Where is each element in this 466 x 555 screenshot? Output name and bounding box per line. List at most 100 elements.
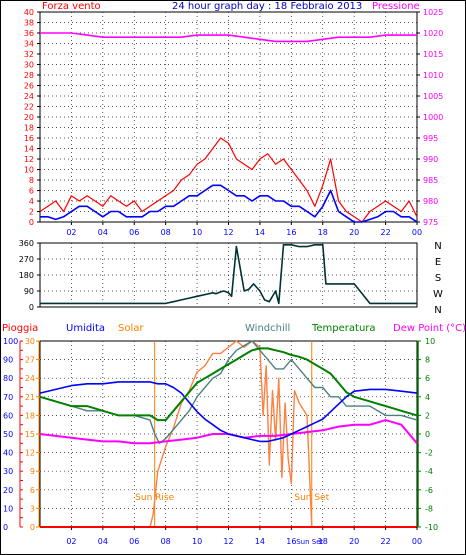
solar-y-tick-label: 15 <box>25 430 35 439</box>
solar-axis-title: Solar <box>118 323 144 334</box>
solar-y-tick-label: 21 <box>25 393 35 402</box>
wind-y-tick-label: 36 <box>24 29 34 38</box>
humidity-y-tick-label: 100 <box>3 337 18 346</box>
wind-y-tick-label: 0 <box>29 218 34 227</box>
temperature-y-tick-label: -8 <box>425 504 433 513</box>
climate-x-tick-label: 12 <box>223 537 233 546</box>
humidity-y-tick-label: 50 <box>3 430 13 439</box>
compass-label: S <box>435 273 441 284</box>
solar-y-tick-label: 9 <box>30 467 35 476</box>
direction-y-tick-label: 180 <box>19 271 34 280</box>
wind-x-tick-label: 20 <box>349 228 359 237</box>
temperature-y-tick-label: 4 <box>425 393 430 402</box>
windchill-axis-title: Windchill <box>245 323 290 334</box>
temperature-y-tick-label: -6 <box>425 486 433 495</box>
solar-y-tick-label: 3 <box>30 504 35 513</box>
climate-x-tick-label: 14 <box>255 537 265 546</box>
wind-x-tick-label: 00 <box>412 228 422 237</box>
wind-y-tick-label: 6 <box>29 187 34 196</box>
climate-x-tick-label: 08 <box>161 537 171 546</box>
chart-title: 24 hour graph day : 18 Febbraio 2013 <box>172 1 362 12</box>
solar-y-tick-label: 6 <box>30 486 35 495</box>
climate-x-tick-label: 20 <box>349 537 359 546</box>
compass-label: N <box>434 305 441 316</box>
pressure-y-tick-label: 1000 <box>423 113 443 122</box>
windchill-line <box>39 340 418 444</box>
pressure-y-tick-label: 1015 <box>423 50 443 59</box>
wind-gust-line <box>39 137 418 223</box>
wind-y-tick-label: 26 <box>24 82 34 91</box>
wind-y-tick-label: 14 <box>24 145 34 154</box>
temperature-y-tick-label: -10 <box>425 523 438 532</box>
wind-axis-title: Forza vento <box>42 1 101 12</box>
wind-y-tick-label: 12 <box>24 155 34 164</box>
temperature-y-tick-label: 2 <box>425 411 430 420</box>
temperature-y-tick-label: -2 <box>425 449 433 458</box>
dewpoint-axis-title: Dew Point (°C) <box>393 323 466 334</box>
humidity-y-tick-label: 30 <box>3 467 13 476</box>
solar-y-tick-label: 24 <box>25 374 35 383</box>
wind-y-tick-label: 40 <box>24 8 34 17</box>
direction-y-tick-label: 270 <box>19 255 34 264</box>
wind-y-tick-label: 20 <box>24 113 34 122</box>
temperature-y-tick-label: 6 <box>425 374 430 383</box>
climate-x-tick-label: 00 <box>412 537 422 546</box>
solar-y-tick-label: 27 <box>25 356 35 365</box>
pressure-y-tick-label: 1025 <box>423 8 443 17</box>
wind-x-tick-label: 06 <box>129 228 139 237</box>
wind-y-tick-label: 32 <box>24 50 34 59</box>
solar-line <box>40 340 417 528</box>
wind-y-tick-label: 38 <box>24 19 34 28</box>
wind-y-tick-label: 4 <box>29 197 34 206</box>
sunset-label: Sun Set <box>294 493 329 503</box>
solar-y-tick-label: 18 <box>25 411 35 420</box>
temperature-y-tick-label: 0 <box>425 430 430 439</box>
wind-x-tick-label: 22 <box>380 228 390 237</box>
pressure-y-tick-label: 980 <box>423 197 438 206</box>
temperature-y-tick-label: 8 <box>425 356 430 365</box>
pressure-y-tick-label: 985 <box>423 176 438 185</box>
climate-x-tick-label: 06 <box>129 537 139 546</box>
climate-x-tick-label: 10 <box>192 537 202 546</box>
wind-x-tick-label: 18 <box>318 228 328 237</box>
humidity-y-tick-label: 60 <box>3 411 13 420</box>
wind-y-tick-label: 16 <box>24 134 34 143</box>
rain-axis-title: Pioggia <box>2 323 38 334</box>
humidity-y-tick-label: 90 <box>3 356 13 365</box>
wind-x-tick-label: 04 <box>98 228 108 237</box>
temperature-y-tick-label: -4 <box>425 467 433 476</box>
compass-label: W <box>433 289 443 300</box>
climate-x-tick-label: 02 <box>66 537 76 546</box>
humidity-y-tick-label: 10 <box>3 504 13 513</box>
climate-x-tick-label: 16 <box>286 537 296 546</box>
wind-y-tick-label: 28 <box>24 71 34 80</box>
solar-y-tick-label: 30 <box>25 337 35 346</box>
wind-direction-line <box>40 244 417 305</box>
wind-y-tick-label: 2 <box>29 208 34 217</box>
wind-y-tick-label: 10 <box>24 166 34 175</box>
pressure-y-tick-label: 1010 <box>423 71 443 80</box>
pressure-axis-title: Pressione <box>372 1 420 12</box>
wind-x-tick-label: 12 <box>223 228 233 237</box>
wind-x-tick-label: 08 <box>161 228 171 237</box>
humidity-line <box>39 381 418 443</box>
wind-y-tick-label: 18 <box>24 124 34 133</box>
temperature-line <box>39 347 418 422</box>
temperature-y-tick-label: 10 <box>425 337 435 346</box>
humidity-y-tick-label: 40 <box>3 449 13 458</box>
humidity-y-tick-label: 0 <box>3 523 8 532</box>
solar-y-tick-label: 12 <box>25 449 35 458</box>
wind-y-tick-label: 30 <box>24 61 34 70</box>
pressure-y-tick-label: 1005 <box>423 92 443 101</box>
compass-label: N <box>434 241 441 252</box>
wind-y-tick-label: 34 <box>24 40 34 49</box>
wind-x-tick-label: 10 <box>192 228 202 237</box>
humidity-y-tick-label: 20 <box>3 486 13 495</box>
humidity-axis-title: Umidita <box>66 323 105 334</box>
direction-y-tick-label: 90 <box>24 287 34 296</box>
pressure-y-tick-label: 995 <box>423 134 438 143</box>
wind-y-tick-label: 8 <box>29 176 34 185</box>
climate-x-tick-label: 18 <box>318 537 328 546</box>
